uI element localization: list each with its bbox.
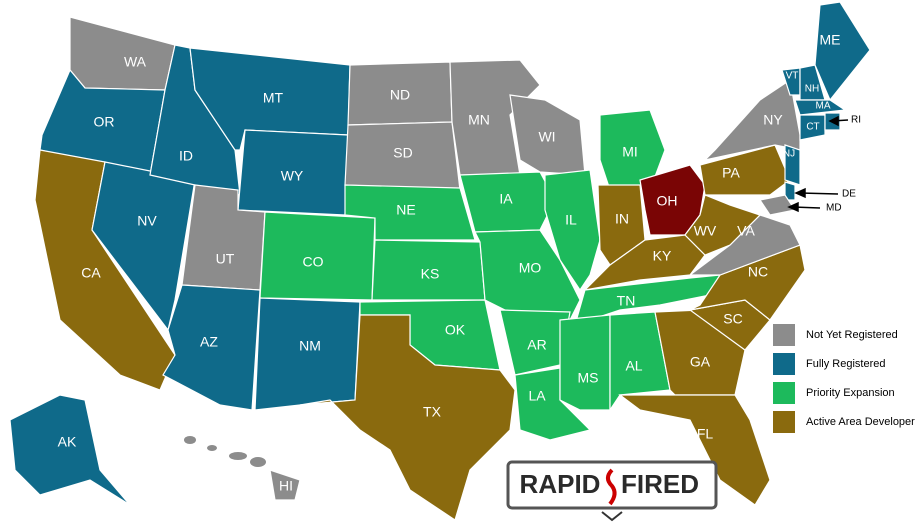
state-shape <box>699 144 791 196</box>
state-label: OR <box>94 114 115 130</box>
legend-swatch <box>773 324 795 346</box>
state-label: WA <box>124 54 147 70</box>
state-shape <box>299 314 516 521</box>
state-label: CA <box>81 265 101 281</box>
state-shape <box>544 169 601 292</box>
state-label: MD <box>826 203 842 214</box>
state-label: WV <box>694 223 717 239</box>
state-label: PA <box>722 165 740 181</box>
state-label: AL <box>625 358 642 374</box>
legend-swatch <box>773 411 795 433</box>
legend-swatch <box>773 382 795 404</box>
state-label: MT <box>263 90 284 106</box>
state-label: IN <box>615 211 629 227</box>
state-label: AK <box>58 434 77 450</box>
logo: RAPID FIRED <box>506 460 718 522</box>
state-label: UT <box>216 251 235 267</box>
logo-right: FIRED <box>621 469 699 499</box>
state-shape <box>703 78 801 162</box>
state-shape <box>609 311 671 412</box>
callouts <box>787 115 849 213</box>
state-label: DE <box>842 189 856 200</box>
state-shape <box>254 297 361 411</box>
state-label: FL <box>697 426 714 442</box>
state-label: KY <box>653 248 672 264</box>
state-label: RI <box>851 115 861 126</box>
state-label: VA <box>737 223 755 239</box>
state-shape <box>684 194 762 256</box>
state-shape <box>799 114 826 141</box>
legend-label: Priority Expansion <box>806 387 895 399</box>
state-label: KS <box>421 266 440 282</box>
state-shape <box>9 394 131 506</box>
state-label: OH <box>657 193 678 209</box>
legend-swatch <box>773 353 795 375</box>
state-label: LA <box>528 388 546 404</box>
state-shape <box>794 99 847 116</box>
state-label: MO <box>519 260 542 276</box>
state-label: ND <box>390 87 410 103</box>
state-label: AR <box>527 337 546 353</box>
state-label: SD <box>393 145 412 161</box>
state-label: VT <box>786 71 799 82</box>
state-label: NJ <box>783 149 795 160</box>
state-label: GA <box>690 354 711 370</box>
state-label: ME <box>820 32 841 48</box>
state-label: WY <box>281 168 304 184</box>
state-label: MI <box>622 144 638 160</box>
state-label: MN <box>468 112 490 128</box>
state-label: NH <box>805 84 819 95</box>
state-shape <box>814 1 871 102</box>
legend-label: Active Area Developer <box>806 416 915 428</box>
state-label: ID <box>179 148 193 164</box>
state-shape <box>784 144 801 186</box>
state-shape <box>559 314 611 411</box>
legend-label: Not Yet Registered <box>806 329 898 341</box>
legend-label: Fully Registered <box>806 358 885 370</box>
state-shape <box>162 284 261 411</box>
state-label: IL <box>565 212 577 228</box>
hawaii-islands <box>184 436 266 467</box>
state-shape <box>269 469 301 501</box>
state-label: CO <box>303 254 324 270</box>
state-label: NM <box>299 338 321 354</box>
state-shape <box>618 394 771 506</box>
state-label: MA <box>816 101 831 112</box>
state-label: NE <box>396 202 415 218</box>
state-label: CT <box>806 122 819 133</box>
state-label: NV <box>137 213 157 229</box>
state-label: OK <box>445 322 466 338</box>
state-label: WI <box>538 129 555 145</box>
state-label: TN <box>617 293 636 309</box>
state-label: HI <box>279 478 293 494</box>
state-label: NY <box>763 112 783 128</box>
state-label: MS <box>578 370 599 386</box>
state-label: NC <box>748 264 768 280</box>
state-label: AZ <box>200 334 218 350</box>
logo-left: RAPID <box>520 469 601 499</box>
state-label: IA <box>499 191 513 207</box>
state-label: TX <box>423 404 442 420</box>
state-shape <box>449 59 541 176</box>
state-shape <box>69 16 176 91</box>
state-shape <box>784 181 796 201</box>
state-label: SC <box>723 311 742 327</box>
